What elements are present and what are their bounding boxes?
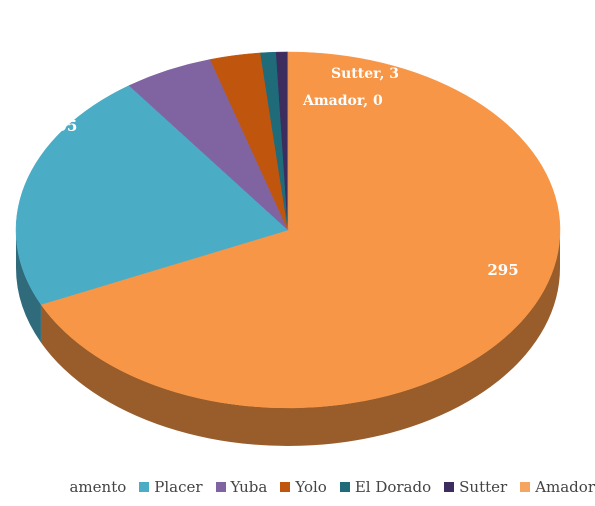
legend-label-yolo: Yolo [295,478,327,496]
pie-slice-sacramento [40,51,561,409]
pie-side-placer [16,230,41,343]
legend-swatch-amador [520,482,531,492]
legend-label-amador: Amador [535,478,595,496]
pie-chart: 295 95 23 13 4 Sutter, 3 Amador, 0 [15,22,561,447]
legend-swatch-yolo [280,482,291,492]
legend-item-sacramento: amento [69,478,126,496]
data-label-yolo: 13 [239,22,260,40]
legend-item-yolo: Yolo [280,478,327,496]
data-label-el-dorado: 4 [268,22,278,40]
legend-label-sacramento: amento [69,478,127,496]
legend-item-sutter: Sutter [444,478,507,496]
legend-swatch-el-dorado [339,482,350,492]
data-label-placer: 95 [57,117,78,135]
legend-swatch-placer [139,482,150,492]
legend-swatch-sutter [444,482,455,492]
pie-side-sacramento [40,230,560,447]
legend-item-placer: Placer [139,478,203,496]
legend-label-yuba: Yuba [230,478,268,496]
pie-top-layer [15,51,561,409]
legend-row: amento Placer Yuba Yolo El Dorado Sutter… [56,478,595,496]
pie-slice-placer [15,85,289,305]
data-label-sacramento: 295 [487,261,518,279]
legend-label-placer: Placer [154,478,203,496]
legend-label-el-dorado: El Dorado [354,478,432,496]
chart-legend: amento Placer Yuba Yolo El Dorado Sutter… [0,478,595,502]
legend-swatch-yuba [215,482,226,492]
data-label-sutter: Sutter, 3 [331,66,399,82]
legend-item-el-dorado: El Dorado [339,478,432,496]
data-label-amador: Amador, 0 [302,93,383,109]
pie-label-layer: 295 95 23 13 4 Sutter, 3 Amador, 0 [57,22,519,279]
pie-side-layer [16,230,560,447]
legend-label-sutter: Sutter [459,478,508,496]
legend-item-amador: Amador [520,478,595,496]
legend-item-yuba: Yuba [215,478,268,496]
data-label-yuba: 23 [188,34,209,52]
